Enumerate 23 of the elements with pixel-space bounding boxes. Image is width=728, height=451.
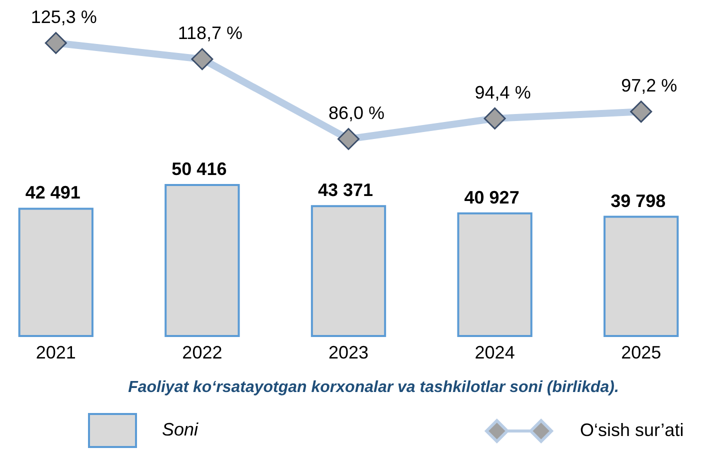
x-tick-label: 2025	[621, 342, 662, 362]
data-label: 39 798	[610, 190, 666, 211]
bar	[18, 208, 94, 337]
bar	[457, 212, 532, 337]
data-label: 94,4 %	[474, 82, 531, 102]
bar	[310, 205, 386, 337]
x-tick-label: 2021	[36, 342, 76, 362]
data-label: 43 371	[318, 180, 374, 200]
text: Faoliyat ko‘rsatayotgan korxonalar va tashkilotlar soni (birlikda).	[128, 379, 619, 396]
data-label: 118,7 %	[178, 23, 243, 44]
legend-label: Soni	[162, 420, 200, 440]
bar	[604, 216, 679, 337]
data-label: 125,3 %	[30, 7, 97, 27]
data-label: 86,0 %	[328, 103, 385, 123]
data-label: 40 927	[464, 187, 520, 208]
x-tick-label: 2024	[474, 342, 515, 362]
x-tick-label: 2022	[182, 342, 222, 362]
data-label: 97,2 %	[621, 76, 678, 96]
data-label: 42 491	[25, 182, 80, 203]
x-tick-label: 2023	[328, 342, 369, 362]
legend-label: O‘sish sur’ati	[580, 420, 684, 440]
data-label: 50 416	[172, 159, 227, 179]
bar	[164, 184, 240, 337]
